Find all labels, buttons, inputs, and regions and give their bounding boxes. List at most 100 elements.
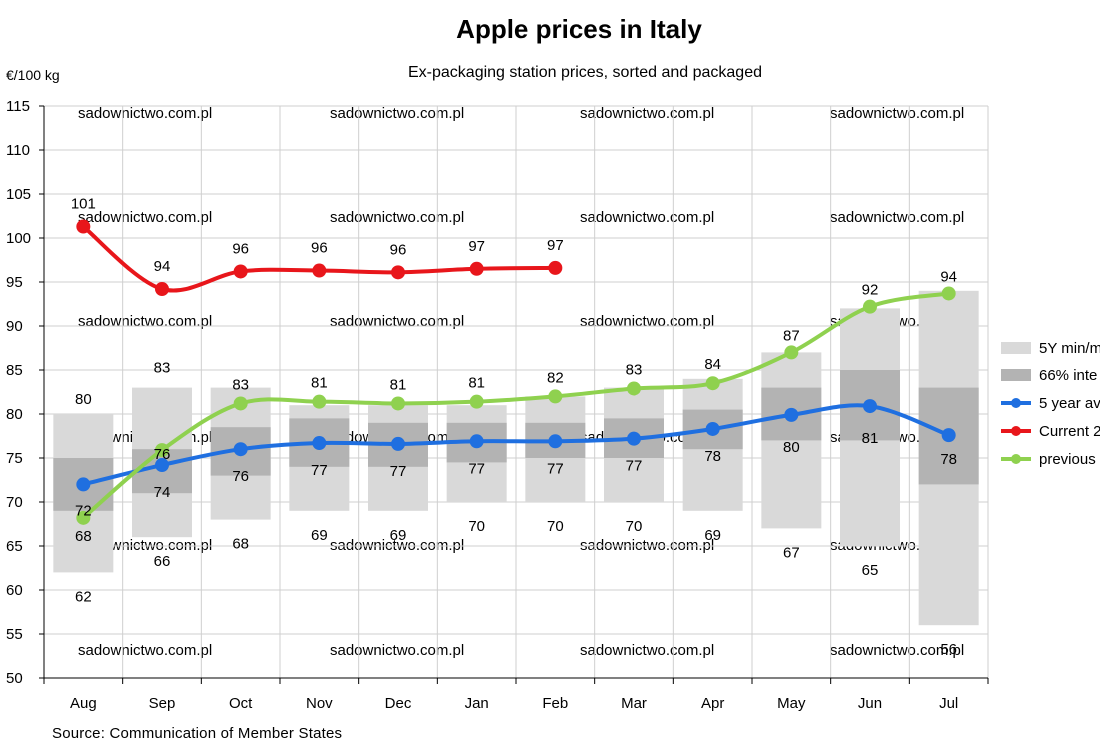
y-tick-label: 70 xyxy=(6,494,23,511)
current-point xyxy=(155,282,169,297)
band-min-label: 56 xyxy=(940,641,957,658)
watermark-text: sadownictwo.com.pl xyxy=(330,642,464,659)
five-year-avg-label: 78 xyxy=(940,451,957,468)
current-label: 96 xyxy=(390,241,407,258)
five-year-avg-point xyxy=(391,436,405,451)
band-max-label: 83 xyxy=(626,361,643,378)
five-year-avg-point xyxy=(469,434,484,449)
band-max-label: 80 xyxy=(75,391,92,408)
y-tick-label: 85 xyxy=(6,362,23,379)
y-tick-label: 50 xyxy=(6,670,23,687)
five-year-avg-label: 72 xyxy=(75,502,92,519)
five-year-avg-label: 77 xyxy=(390,463,407,480)
watermark-text: sadownictwo.com.pl xyxy=(330,209,464,226)
watermark-text: sadownictwo.com.pl xyxy=(330,313,464,330)
y-tick-label: 110 xyxy=(6,142,30,159)
band-min-label: 67 xyxy=(783,544,800,561)
x-tick-label-jan: Jan xyxy=(465,695,489,712)
current-label: 101 xyxy=(71,196,96,213)
y-axis-unit: €/100 kg xyxy=(6,67,60,83)
watermark-text: sadownictwo.com.pl xyxy=(580,642,714,659)
band-min-label: 70 xyxy=(626,518,643,535)
previous-label: 68 xyxy=(75,528,92,545)
band-max-label: 81 xyxy=(390,376,407,393)
y-tick-label: 80 xyxy=(6,406,23,423)
current-label: 97 xyxy=(468,238,485,255)
y-tick-label: 75 xyxy=(6,450,23,467)
y-tick-label: 90 xyxy=(6,318,23,335)
five-year-avg-point xyxy=(941,428,956,443)
five-year-avg-label: 78 xyxy=(704,448,721,465)
legend-label-five-year-avg: 5 year av xyxy=(1039,395,1100,412)
band-max-label: 92 xyxy=(862,282,879,299)
five-year-avg-point xyxy=(233,442,248,457)
watermark-text: sadownictwo.com.pl xyxy=(78,209,212,226)
current-point xyxy=(469,261,484,276)
y-tick-label: 60 xyxy=(6,582,23,599)
previous-point xyxy=(76,510,91,525)
source-note: Source: Communication of Member States xyxy=(52,725,343,742)
watermark-layer: sadownictwo.com.pl sadownictwo.com.pl sado… xyxy=(78,105,964,659)
band-max-label: 87 xyxy=(783,327,800,344)
band-min-label: 68 xyxy=(232,536,249,553)
watermark-text: sadownictwo.com.pl xyxy=(830,642,964,659)
five-year-avg-point xyxy=(76,477,91,492)
current-label: 94 xyxy=(154,258,171,275)
legend-label-previous: previous xyxy=(1039,451,1096,468)
current-label: 96 xyxy=(232,240,249,257)
previous-label: 76 xyxy=(154,446,171,463)
current-label: 96 xyxy=(311,240,328,257)
current-point xyxy=(233,264,248,279)
watermark-text: sadownictwo.com.pl xyxy=(830,105,964,122)
line-layer xyxy=(76,219,956,525)
previous-line xyxy=(81,291,951,520)
legend: 5Y min/m 66% inte 5 year av Current 2 previo… xyxy=(1001,340,1100,468)
band-min-label: 70 xyxy=(468,518,485,535)
x-tick-label-aug: Aug xyxy=(70,695,97,712)
band-min-label: 65 xyxy=(862,562,879,579)
five-year-avg-point xyxy=(627,431,641,446)
previous-point xyxy=(784,345,799,360)
grid-layer xyxy=(44,105,989,678)
legend-swatch-interval xyxy=(1001,369,1031,381)
legend-label-current: Current 2 xyxy=(1039,423,1100,440)
x-tick-label-apr: Apr xyxy=(701,695,724,712)
current-label: 97 xyxy=(547,237,564,254)
five-year-avg-label: 77 xyxy=(547,460,564,477)
previous-point xyxy=(391,396,405,411)
watermark-text: sadownictwo.com.pl xyxy=(830,209,964,226)
five-year-avg-point xyxy=(548,434,563,449)
minmax-band-bar xyxy=(761,352,822,529)
band-min-label: 66 xyxy=(154,553,171,570)
y-tick-label: 55 xyxy=(6,626,23,643)
five-year-avg-label: 74 xyxy=(154,484,171,501)
watermark-text: sadownictwo.com.pl xyxy=(78,642,212,659)
previous-point xyxy=(705,376,720,391)
axis-layer: 50 55 60 65 70 75 80 85 90 95 100 105 110 115 Aug Sep Oc… xyxy=(6,98,989,712)
band-max-label: 84 xyxy=(704,356,721,373)
band-min-label: 70 xyxy=(547,518,564,535)
legend-marker-current xyxy=(1011,426,1021,436)
x-tick-label-sep: Sep xyxy=(149,695,176,712)
five-year-avg-label: 77 xyxy=(626,458,643,475)
watermark-text: sadownictwo.com.pl xyxy=(580,209,714,226)
five-year-avg-line xyxy=(81,403,951,487)
legend-marker-previous xyxy=(1011,454,1021,464)
five-year-avg-point xyxy=(705,421,720,436)
current-point xyxy=(391,265,405,280)
five-year-avg-point xyxy=(784,407,799,422)
previous-point xyxy=(941,286,956,301)
band-min-label: 69 xyxy=(390,527,407,544)
five-year-avg-point xyxy=(155,458,169,473)
band-max-label: 81 xyxy=(311,375,328,392)
band-max-label: 83 xyxy=(154,360,171,377)
band-min-label: 69 xyxy=(311,527,328,544)
chart-subtitle: Ex-packaging station prices, sorted and … xyxy=(408,64,762,81)
x-tick-label-feb: Feb xyxy=(542,695,568,712)
data-label-layer: 80 83 83 81 81 81 82 83 84 87 92 94 62 66 68 69 69 70 70 70… xyxy=(71,196,957,659)
previous-point xyxy=(863,299,877,314)
watermark-text: sadownictwo.com.pl xyxy=(78,313,212,330)
legend-swatch-minmax xyxy=(1001,342,1031,354)
current-point xyxy=(312,263,327,278)
